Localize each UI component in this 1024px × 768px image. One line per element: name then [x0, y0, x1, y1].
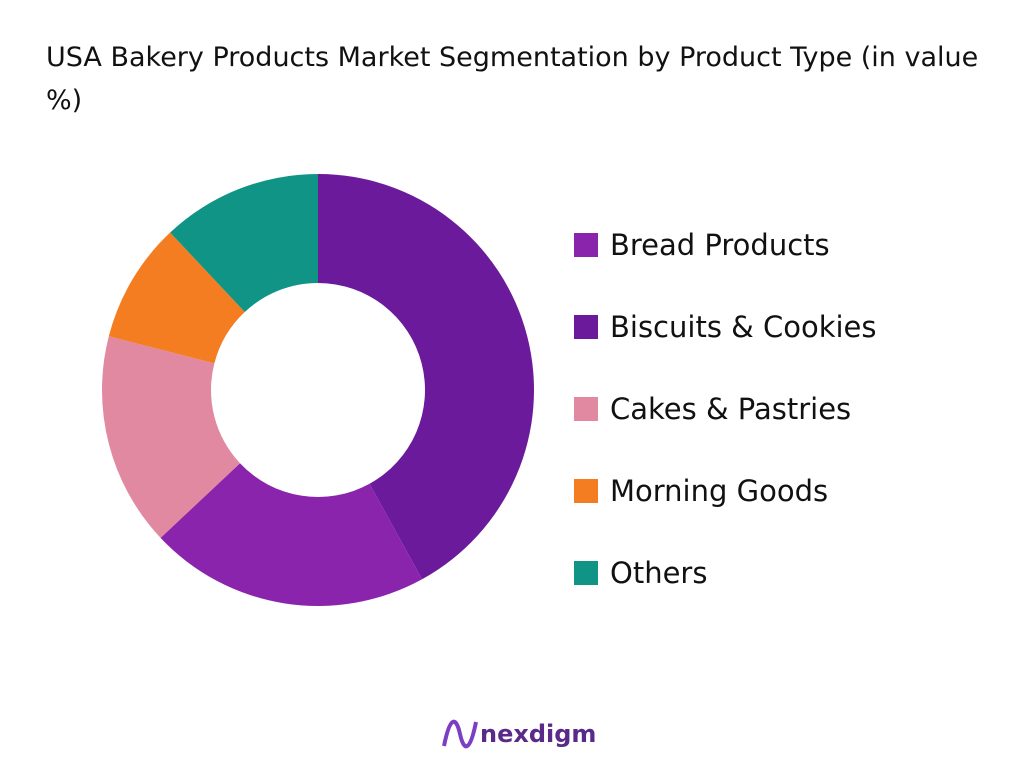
brand: nexdigm: [440, 716, 596, 752]
legend-item: Morning Goods: [574, 450, 877, 532]
legend: Bread Products Biscuits & Cookies Cakes & …: [574, 204, 877, 614]
legend-label: Others: [610, 556, 708, 590]
legend-item: Cakes & Pastries: [574, 368, 877, 450]
legend-swatch: [574, 561, 598, 585]
chart-title: USA Bakery Products Market Segmentation …: [46, 42, 979, 116]
legend-swatch: [574, 315, 598, 339]
donut-slice: [170, 174, 318, 313]
legend-label: Cakes & Pastries: [610, 392, 852, 426]
legend-item: Bread Products: [574, 204, 877, 286]
donut-slice: [102, 336, 241, 538]
legend-swatch: [574, 479, 598, 503]
brand-name: nexdigm: [480, 720, 597, 748]
donut-slice: [318, 174, 534, 580]
legend-item: Biscuits & Cookies: [574, 286, 877, 368]
legend-label: Bread Products: [610, 228, 830, 262]
legend-swatch: [574, 397, 598, 421]
legend-label: Biscuits & Cookies: [610, 310, 877, 344]
brand-logo: [442, 719, 478, 749]
legend-label: Morning Goods: [610, 474, 829, 508]
donut-slice: [160, 463, 423, 606]
legend-item: Others: [574, 532, 877, 614]
donut-slice: [108, 232, 245, 364]
legend-swatch: [574, 233, 598, 257]
